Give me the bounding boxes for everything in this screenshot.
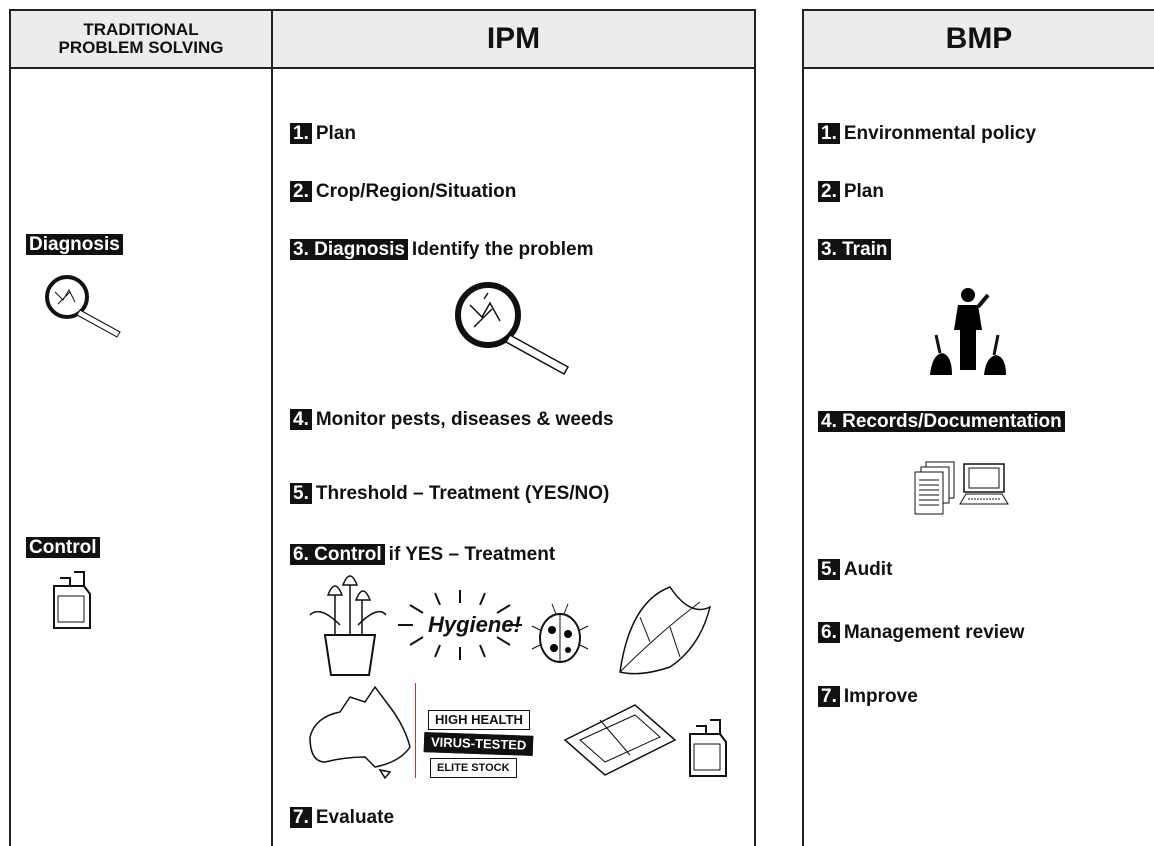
ipm-header: IPM xyxy=(273,11,754,69)
step-marker: Diagnosis xyxy=(26,234,123,255)
bmp-header: BMP xyxy=(804,11,1154,69)
divider xyxy=(415,683,416,778)
documents-computer xyxy=(914,461,1009,515)
step-text: Crop/Region/Situation xyxy=(315,181,517,202)
step: 7. Evaluate xyxy=(290,806,394,830)
hygiene-text: Hygiene! xyxy=(428,612,521,637)
step-text: Plan xyxy=(315,123,356,144)
step: 5. Audit xyxy=(818,558,892,582)
step: 4. Monitor pests, diseases & weeds xyxy=(290,408,614,432)
column-divider xyxy=(271,9,273,846)
step: 6. Management review xyxy=(818,621,1024,645)
leaf xyxy=(619,586,712,675)
step-marker: 7. xyxy=(818,686,840,707)
step-text: Identify the problem xyxy=(411,239,594,260)
step-text: Management review xyxy=(843,622,1025,643)
step-marker: 2. xyxy=(818,181,840,202)
step-marker: 6. Control xyxy=(290,544,385,565)
step: 2. Plan xyxy=(818,180,884,204)
step-marker: 5. xyxy=(290,483,312,504)
tag: HIGH HEALTH xyxy=(428,710,530,730)
tulip-pot xyxy=(309,575,387,676)
step: 4. Records/Documentation xyxy=(818,410,1069,434)
step-marker: 5. xyxy=(818,559,840,580)
step-text: Evaluate xyxy=(315,807,395,828)
tag: VIRUS-TESTED xyxy=(423,732,534,756)
step-marker: 2. xyxy=(290,181,312,202)
trainer-figure xyxy=(930,288,1006,375)
step: 3. Train xyxy=(818,238,895,262)
step-marker: 4. Records/Documentation xyxy=(818,411,1065,432)
step-marker: 3. Train xyxy=(818,239,891,260)
header-line: TRADITIONAL xyxy=(83,20,199,39)
step: Diagnosis xyxy=(26,233,127,257)
magnifier-icon xyxy=(45,275,121,338)
left-table xyxy=(9,9,756,846)
header-line: PROBLEM SOLVING xyxy=(58,38,224,57)
step-marker: 1. xyxy=(290,123,312,144)
step-text: Audit xyxy=(843,559,893,580)
bottle-icon xyxy=(689,719,727,777)
right-table xyxy=(802,9,1154,846)
ladybird xyxy=(531,603,589,663)
step-text: Plan xyxy=(843,181,884,202)
step-marker: 4. xyxy=(290,409,312,430)
step: 7. Improve xyxy=(818,685,918,709)
magnifier-icon xyxy=(455,282,570,375)
step-marker: 1. xyxy=(818,123,840,144)
step: 1. Environmental policy xyxy=(818,122,1036,146)
step: 6. Control if YES – Treatment xyxy=(290,543,555,567)
mousetrap xyxy=(563,704,677,776)
step-marker: Control xyxy=(26,537,100,558)
australia-map xyxy=(309,685,411,780)
step-text: if YES – Treatment xyxy=(388,544,556,565)
step: 5. Threshold – Treatment (YES/NO) xyxy=(290,482,609,506)
hygiene-burst xyxy=(398,590,522,660)
step-marker: 6. xyxy=(818,622,840,643)
step-text: Environmental policy xyxy=(843,123,1037,144)
step: 2. Crop/Region/Situation xyxy=(290,180,516,204)
step-marker: 3. Diagnosis xyxy=(290,239,408,260)
bottle-icon xyxy=(53,571,91,629)
step-marker: 7. xyxy=(290,807,312,828)
step: 3. Diagnosis Identify the problem xyxy=(290,238,594,262)
step: Control xyxy=(26,536,104,560)
traditional-header: TRADITIONAL PROBLEM SOLVING xyxy=(11,11,271,69)
tag: ELITE STOCK xyxy=(430,758,517,778)
step: 1. Plan xyxy=(290,122,356,146)
step-text: Threshold – Treatment (YES/NO) xyxy=(315,483,610,504)
step-text: Monitor pests, diseases & weeds xyxy=(315,409,614,430)
step-text: Improve xyxy=(843,686,918,707)
